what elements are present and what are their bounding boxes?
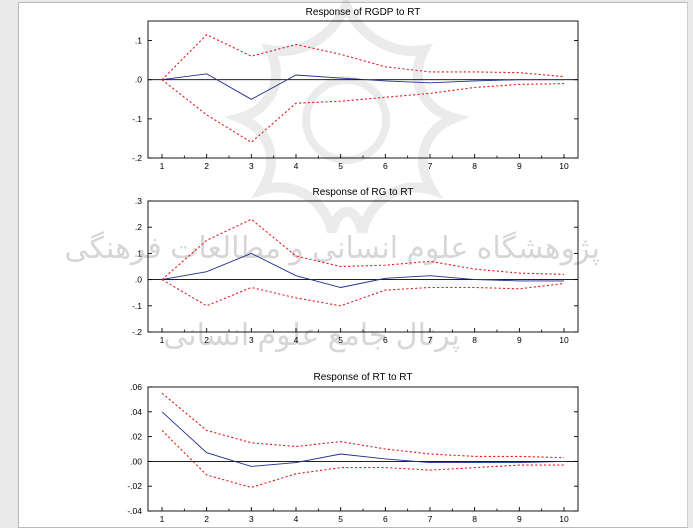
y-tick-label: .00: [130, 456, 142, 466]
x-tick-label: 1: [160, 335, 165, 345]
x-tick-label: 9: [517, 335, 522, 345]
x-tick-label: 8: [472, 514, 477, 524]
x-tick-label: 8: [472, 335, 477, 345]
x-tick-label: 10: [559, 161, 569, 171]
figure-frame: [18, 2, 688, 528]
lower-band-line: [161, 79, 565, 143]
panel-title: Response of RG to RT: [313, 187, 414, 198]
x-tick-label: 10: [559, 335, 569, 345]
response-line: [161, 252, 564, 288]
irf-panel-2: Response of RG to RT .3 .2 .1 .0 -.1 -.2 1 2 3 4 5 6…: [132, 187, 579, 345]
y-tick-label: .0: [135, 275, 142, 285]
upper-band-line: [161, 392, 565, 459]
x-tick-label: 3: [249, 514, 254, 524]
y-tick-label: -.2: [132, 153, 142, 163]
x-tick-label: 5: [338, 161, 343, 171]
plot-area-border: [147, 20, 579, 159]
x-tick-label: 4: [294, 335, 299, 345]
lower-band-line: [161, 279, 565, 307]
y-tick-label: .06: [130, 382, 142, 392]
x-tick-label: 4: [294, 161, 299, 171]
x-tick-label: 8: [472, 161, 477, 171]
plot-area-border: [147, 386, 579, 512]
y-tick-label: -.04: [127, 506, 142, 516]
plot-area-border: [147, 200, 579, 333]
panel-title: Response of RT to RT: [314, 372, 413, 383]
x-tick-label: 2: [204, 335, 209, 345]
y-tick-label: .2: [135, 222, 142, 232]
x-tick-label: 7: [428, 335, 433, 345]
y-tick-label: .0: [135, 75, 142, 85]
response-line: [161, 411, 565, 467]
x-tick-label: 2: [204, 161, 209, 171]
upper-band-line: [161, 218, 565, 281]
x-tick-label: 3: [249, 335, 254, 345]
x-tick-label: 5: [338, 335, 343, 345]
y-tick-label: .1: [135, 36, 142, 46]
x-tick-label: 7: [428, 514, 433, 524]
x-tick-label: 2: [204, 514, 209, 524]
upper-band-line: [161, 34, 565, 81]
irf-panel-1: Response of RGDP to RT .1 .0 -.1 -.2 1 2 3 4 5 6 7 8…: [132, 7, 579, 171]
y-tick-label: -.2: [132, 327, 142, 337]
x-tick-label: 1: [160, 161, 165, 171]
y-tick-label: .04: [130, 407, 142, 417]
x-tick-label: 5: [338, 514, 343, 524]
x-tick-label: 3: [249, 161, 254, 171]
x-tick-label: 9: [517, 161, 522, 171]
y-tick-label: .1: [135, 248, 142, 258]
panel-title: Response of RGDP to RT: [306, 7, 421, 18]
x-tick-label: 9: [517, 514, 522, 524]
lower-band-line: [161, 430, 564, 488]
y-tick-label: -.1: [132, 301, 142, 311]
x-tick-label: 4: [294, 514, 299, 524]
y-tick-label: .3: [135, 196, 142, 206]
irf-panel-3: Response of RT to RT .06 .04 .02 .00 -.02 -.04…: [127, 372, 579, 524]
x-tick-label: 6: [383, 514, 388, 524]
x-tick-label: 7: [428, 161, 433, 171]
x-tick-label: 1: [160, 514, 165, 524]
x-tick-label: 10: [559, 514, 569, 524]
x-tick-label: 6: [383, 161, 388, 171]
x-tick-label: 6: [383, 335, 388, 345]
y-tick-label: .02: [130, 432, 142, 442]
y-tick-label: -.02: [127, 481, 142, 491]
y-tick-label: -.1: [132, 114, 142, 124]
response-line: [161, 73, 564, 100]
